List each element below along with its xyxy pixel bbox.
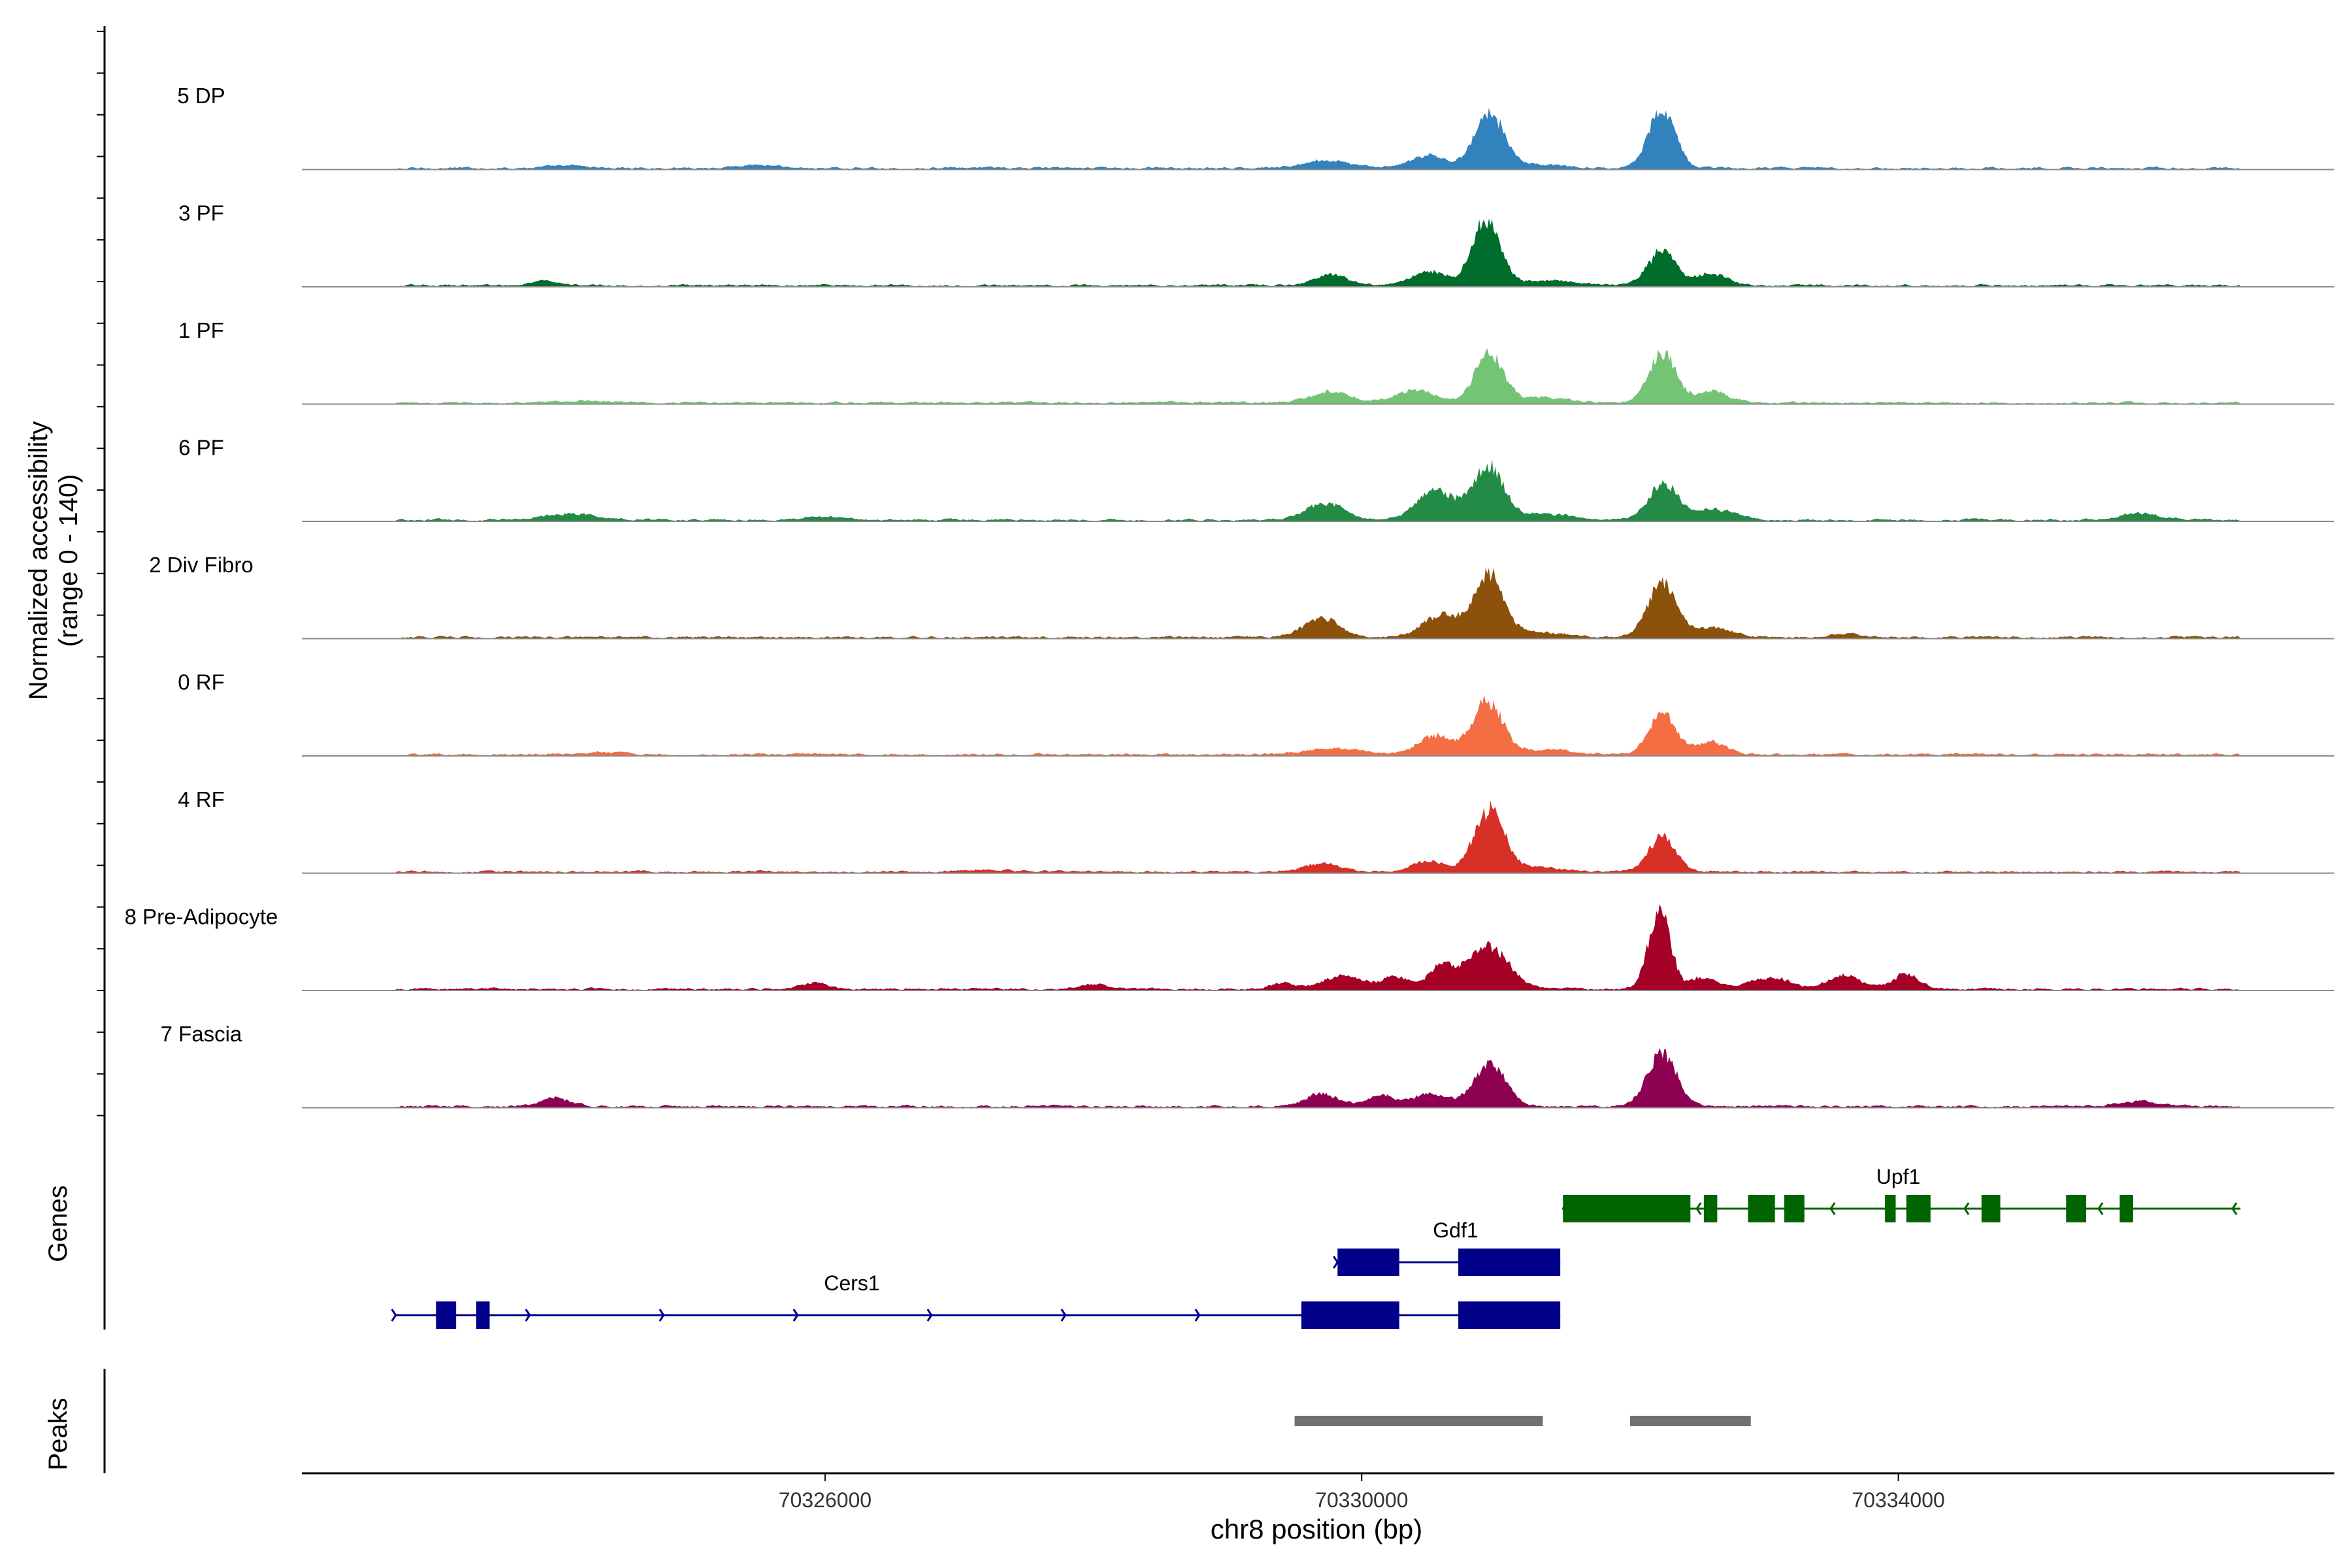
exon-block [2119,1195,2133,1222]
exon-block [1458,1249,1561,1276]
track-label: 4 RF [178,787,225,811]
track-1-pf: 1 PF [178,318,2334,405]
gene-label: Upf1 [1876,1165,1921,1188]
exon-block [1337,1249,1399,1276]
track-label: 7 Fascia [161,1022,242,1046]
coverage-area [395,800,2241,874]
track-5-dp: 5 DP [177,84,2334,171]
exon-block [1784,1195,1805,1222]
genes-panel: Upf1 Gdf1 Cers1 [103,1120,2241,1330]
strand-arrow [2231,1202,2238,1215]
gene-label: Cers1 [824,1271,879,1295]
coverage-area [395,348,2241,404]
track-label: 1 PF [178,318,224,342]
track-0-rf: 0 RF [178,670,2334,757]
track-label: 3 PF [178,201,224,225]
track-label: 0 RF [178,670,225,694]
strand-arrow [2097,1202,2104,1215]
track-label: 5 DP [177,84,225,108]
genes-panel-label: Genes [44,1185,73,1262]
exon-block [476,1301,490,1329]
coverage-area [395,1048,2241,1108]
exon-block [1906,1195,1931,1222]
peak-region-bar [1294,1416,1543,1426]
exon-block [436,1301,457,1329]
exon-block [1458,1301,1561,1329]
coverage-area [395,218,2241,287]
y-axis-title-line1: Normalized accessibility [24,421,53,700]
track-6-pf: 6 PF [178,435,2334,522]
exon-block [1748,1195,1775,1222]
gene-gdf1: Gdf1 [1333,1218,1561,1276]
strand-arrow [1194,1309,1201,1322]
gene-label: Gdf1 [1433,1218,1478,1242]
track-4-rf: 4 RF [178,787,2334,874]
strand-arrow [1060,1309,1067,1322]
exon-block [1301,1301,1399,1329]
coverage-area [395,694,2241,756]
peaks-panel [103,1369,1751,1473]
coverage-area [395,107,2241,170]
track-2-div-fibro: 2 Div Fibro [149,553,2334,640]
exon-block [1981,1195,2001,1222]
coverage-panel: 5 DP 3 PF 1 PF 6 PF 2 Div Fibro 0 RF 4 RF 8 Pre… [97,26,2334,1121]
strand-arrow [525,1309,531,1322]
strand-arrow [1829,1202,1836,1215]
strand-arrow [1333,1256,1339,1269]
x-tick-label: 70326000 [779,1488,872,1512]
strand-arrow [1963,1202,1970,1215]
strand-arrow [659,1309,665,1322]
strand-arrow [391,1309,397,1322]
gene-cers1: Cers1 [391,1271,1561,1329]
track-label: 6 PF [178,435,224,459]
strand-arrow [1695,1202,1702,1215]
exon-block [1563,1195,1691,1222]
coverage-area [395,567,2241,639]
peak-region-bar [1629,1416,1751,1426]
strand-arrow [792,1309,799,1322]
track-label: 8 Pre-Adipocyte [125,904,278,928]
x-tick-label: 70330000 [1315,1488,1408,1512]
track-8-pre-adipocyte: 8 Pre-Adipocyte [125,904,2334,991]
y-axis-title-line2: (range 0 - 140) [54,474,83,647]
strand-arrow [926,1309,933,1322]
x-axis-title: chr8 position (bp) [1211,1514,1423,1544]
exon-block [2066,1195,2087,1222]
track-7-fascia: 7 Fascia [161,1022,2334,1109]
gene-upf1: Upf1 [1561,1165,2241,1222]
coverage-area [395,459,2241,521]
exon-block [1885,1195,1896,1222]
coverage-area [395,904,2241,990]
track-3-pf: 3 PF [178,201,2334,287]
track-label: 2 Div Fibro [149,553,253,577]
exon-block [1703,1195,1718,1222]
x-axis: 70326000 70330000 70334000 [302,1472,2334,1512]
x-tick-label: 70334000 [1852,1488,1944,1512]
peaks-panel-label: Peaks [44,1397,73,1470]
